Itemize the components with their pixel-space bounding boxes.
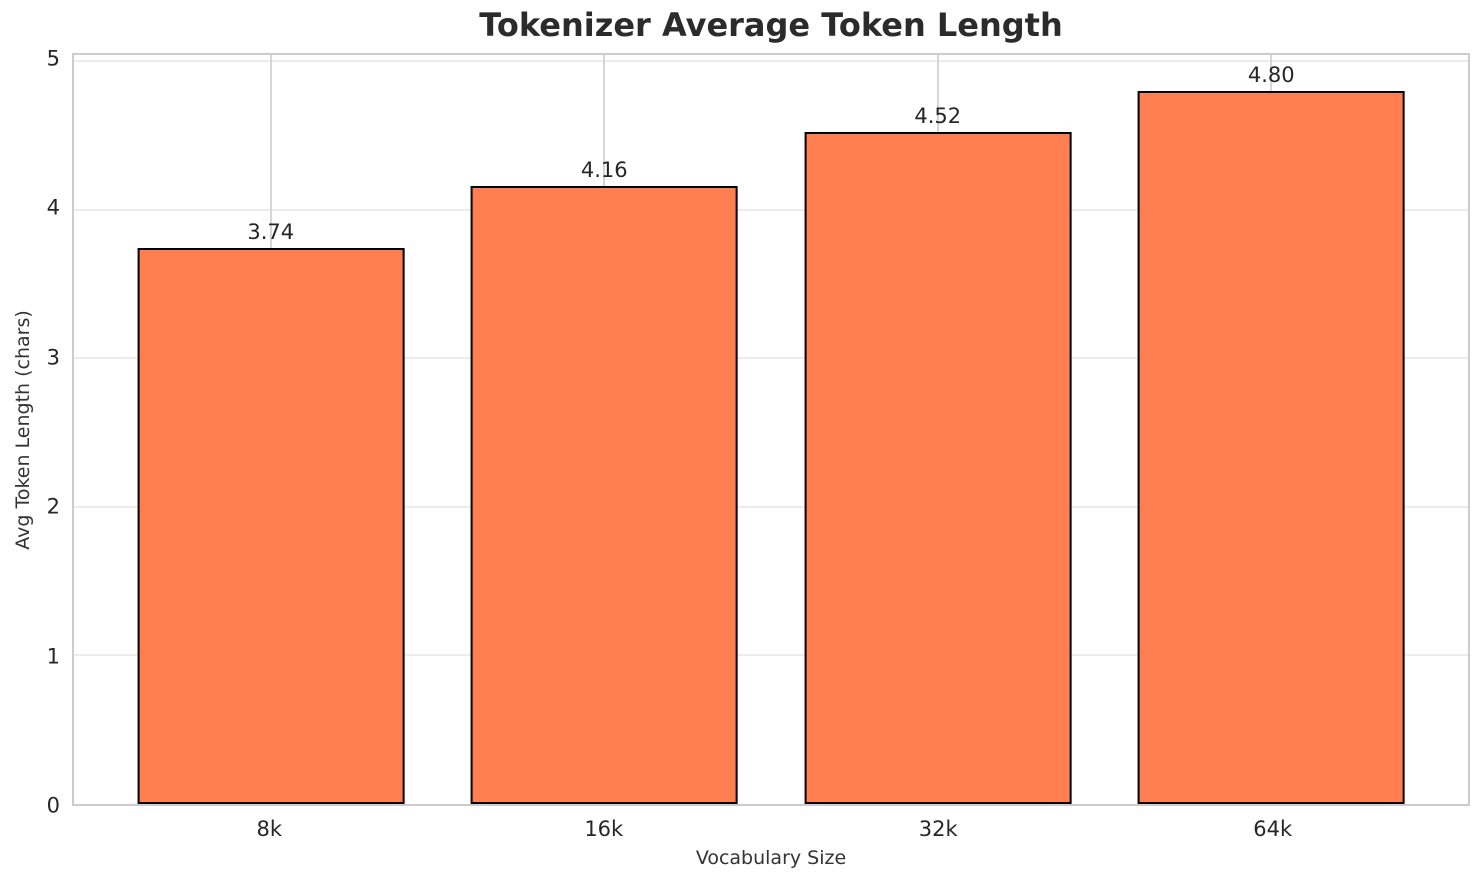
y-axis-ticks: 0 1 2 3 4 5 [0,48,60,816]
y-tick-label: 4 [46,195,60,220]
horizontal-gridline [74,505,1468,508]
x-axis-ticks: 8k 16k 32k 64k [72,817,1470,843]
horizontal-gridline [74,208,1468,211]
bar-value-label: 4.16 [580,157,628,182]
x-tick-label: 16k [584,817,624,841]
x-axis-label: Vocabulary Size [695,847,847,869]
bar-value-label: 4.80 [1247,62,1295,87]
x-tick-label: 32k [918,817,958,841]
x-tick-label: 64k [1253,817,1293,841]
y-tick-label: 0 [46,793,60,818]
y-tick-label: 3 [46,345,60,370]
bar-16k: 4.16 [470,158,738,804]
y-tick-label: 1 [46,644,60,669]
horizontal-gridline [74,357,1468,360]
bar-value-label: 4.52 [914,104,962,129]
bar-8k: 3.74 [137,220,405,804]
plot-area: 3.74 4.16 4.52 4.80 [72,53,1470,806]
y-tick-label: 5 [46,46,60,71]
chart-title: Tokenizer Average Token Length [479,6,1063,44]
bar-32k: 4.52 [804,104,1072,804]
x-tick-label: 8k [256,817,283,841]
horizontal-gridline [74,654,1468,657]
bar-64k: 4.80 [1137,63,1405,804]
bar-value-label: 3.74 [247,220,295,245]
horizontal-gridline [74,59,1468,62]
y-tick-label: 2 [46,494,60,519]
